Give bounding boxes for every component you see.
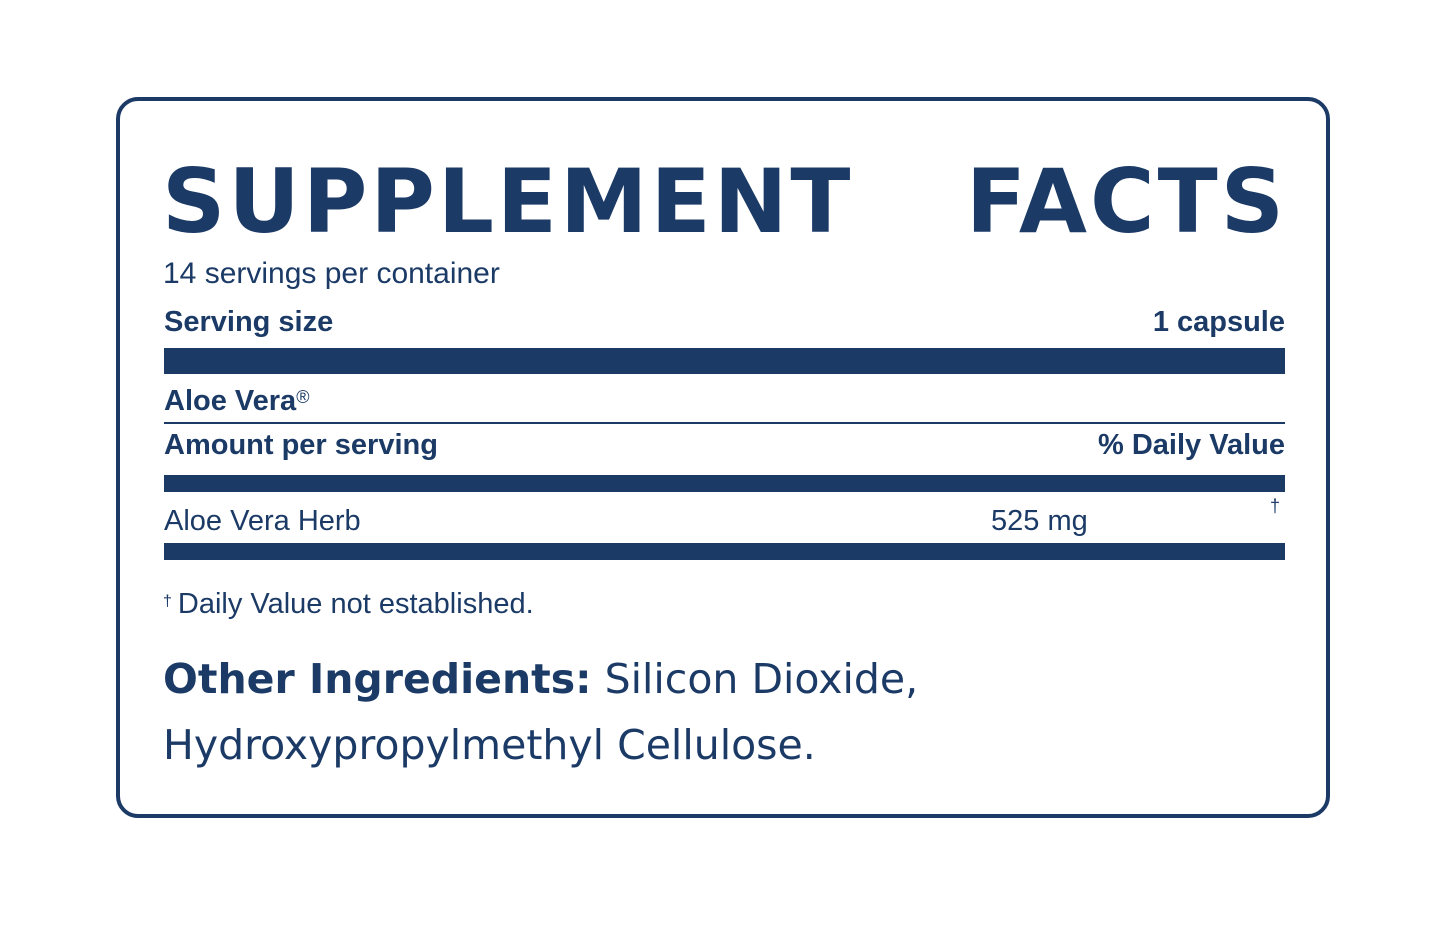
registered-mark: ® bbox=[296, 387, 310, 407]
product-name: Aloe Vera® bbox=[164, 385, 310, 417]
ingredient-row: Aloe Vera Herb bbox=[164, 503, 1285, 539]
thin-divider bbox=[164, 422, 1285, 424]
other-ingredients-line2: Hydroxypropylmethyl Cellulose. bbox=[163, 721, 816, 769]
title-word-supplement: SUPPLEMENT bbox=[162, 150, 854, 253]
thick-divider bbox=[164, 348, 1285, 374]
ingredient-amount: 525 mg bbox=[991, 505, 1088, 537]
other-ingredients: Other Ingredients: Silicon Dioxide, Hydr… bbox=[163, 646, 1063, 778]
ingredient-name: Aloe Vera Herb bbox=[164, 505, 361, 537]
bottom-divider bbox=[164, 543, 1285, 560]
medium-divider bbox=[164, 475, 1285, 492]
ingredient-dv: † bbox=[1270, 496, 1281, 516]
column-header-row: Amount per serving % Daily Value bbox=[164, 427, 1285, 463]
daily-value-header: % Daily Value bbox=[1098, 429, 1285, 461]
serving-size-value: 1 capsule bbox=[1152, 306, 1285, 338]
footnote-text: Daily Value not established. bbox=[177, 588, 534, 620]
other-ingredients-line1: Silicon Dioxide, bbox=[604, 655, 919, 703]
supplement-facts-panel bbox=[116, 97, 1330, 818]
page-title: SUPPLEMENT FACTS bbox=[162, 152, 1287, 252]
footnote: † Daily Value not established. bbox=[163, 586, 534, 622]
serving-size-label: Serving size bbox=[164, 306, 334, 338]
footnote-mark: † bbox=[163, 593, 172, 610]
product-name-row: Aloe Vera® bbox=[164, 383, 1285, 419]
amount-per-serving-header: Amount per serving bbox=[164, 429, 438, 461]
serving-size-row: Serving size 1 capsule bbox=[164, 304, 1285, 340]
other-ingredients-label: Other Ingredients: bbox=[163, 655, 592, 703]
servings-per-container: 14 servings per container bbox=[163, 257, 500, 290]
title-word-facts: FACTS bbox=[965, 150, 1287, 253]
